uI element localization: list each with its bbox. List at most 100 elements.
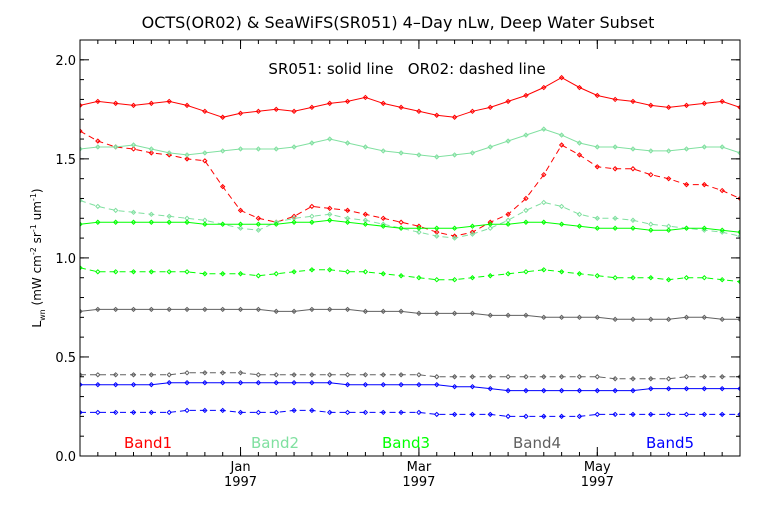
band5-sr051-point	[469, 383, 476, 390]
band5-sr051-point	[505, 387, 511, 394]
band1-or02-point	[719, 187, 725, 194]
x-tick-month: Mar	[407, 460, 432, 475]
band4-or02-point	[237, 370, 244, 376]
band2-or02-point	[95, 203, 101, 210]
band5-or02-point	[95, 409, 101, 416]
band4-sr051-point	[380, 308, 386, 315]
band5-or02-point	[487, 411, 493, 418]
band3-or02-point	[434, 276, 440, 283]
x-tick-month: Jan	[230, 460, 251, 475]
band5-sr051-point	[255, 379, 262, 386]
band5-or02-point	[612, 411, 618, 418]
band2-sr051-point	[505, 138, 511, 144]
band5-or02-point	[148, 409, 155, 416]
band2-or02-point	[80, 197, 83, 204]
y-axis-label-subscript: wn	[38, 309, 47, 321]
band3-sr051-point	[648, 227, 654, 233]
band5-sr051-point	[380, 381, 386, 388]
band1-sr051-point	[291, 108, 297, 115]
plot-area	[80, 74, 740, 420]
band4-sr051-point	[237, 306, 244, 313]
band5-or02-point	[130, 409, 137, 416]
band4-or02-point	[398, 372, 404, 378]
band3-or02-point	[130, 269, 137, 275]
band3-or02-point	[398, 273, 404, 279]
band2-sr051-point	[291, 144, 297, 150]
band5-sr051-point	[683, 385, 690, 392]
band2-or02-point	[487, 225, 493, 231]
band3-or02-point	[344, 269, 351, 275]
band3-or02-point	[630, 275, 636, 281]
y-tick-label: 2.0	[55, 54, 76, 69]
band1-or02-point	[665, 175, 672, 182]
band5-sr051-point	[665, 385, 672, 392]
band2-sr051-point	[594, 144, 601, 150]
band5-sr051-point	[719, 385, 725, 392]
band4-or02-point	[95, 372, 101, 378]
band3-or02-point	[273, 271, 279, 277]
band4-or02-point	[380, 372, 386, 378]
band2-or02-point	[112, 207, 119, 214]
band4-or02-point	[362, 372, 369, 378]
band1-sr051-point	[523, 92, 529, 99]
band2-sr051-point	[434, 154, 440, 160]
band3-or02-point	[683, 275, 690, 281]
band4-or02-point	[327, 372, 333, 378]
y-axis-label: Lwn (mW cm-2 sr-1 um-1)	[29, 188, 47, 327]
band3-sr051-point	[451, 225, 458, 231]
band1-or02-point	[80, 128, 83, 134]
legend-band3: Band3	[382, 434, 430, 452]
band3-or02-point	[219, 271, 226, 277]
y-axis-label-exp-b: -1	[29, 224, 38, 232]
band3-or02-point	[112, 269, 119, 275]
band5-or02-point	[291, 407, 297, 414]
band3-or02-point	[166, 269, 172, 275]
band5-sr051-point	[434, 381, 440, 388]
band3-or02-point	[80, 265, 83, 271]
y-tick-label: 0.0	[55, 450, 76, 465]
band5-or02-point	[380, 409, 386, 416]
band2-or02-point	[327, 211, 333, 218]
band3-sr051-point	[380, 223, 386, 229]
band1-or02-point	[148, 150, 155, 156]
band1-or02-point	[362, 211, 369, 218]
band1-sr051-point	[80, 102, 83, 109]
band5-sr051-point	[398, 381, 404, 388]
band4-or02-point	[344, 372, 351, 378]
band1-sr051-point	[309, 104, 315, 111]
band2-sr051-point	[701, 144, 708, 150]
band1-or02-point	[576, 152, 583, 158]
band4-or02-point	[291, 372, 297, 378]
band3-sr051-point	[737, 229, 740, 235]
band4-sr051-point	[541, 314, 547, 321]
band1-or02-point	[737, 195, 740, 202]
band4-sr051-point	[130, 306, 137, 313]
band3-sr051-point	[148, 219, 155, 225]
band1-sr051-point	[273, 106, 279, 113]
band4-or02-point	[273, 372, 279, 378]
band5-sr051-point	[594, 387, 601, 394]
y-axis-label-unit-b: sr	[30, 232, 44, 247]
band3-or02-point	[309, 267, 315, 273]
x-tick-month: May	[584, 460, 611, 475]
band5-sr051-line	[80, 382, 740, 392]
band3-sr051-point	[594, 225, 601, 231]
band3-sr051-point	[487, 221, 493, 227]
band2-or02-point	[166, 213, 172, 220]
band5-or02-point	[80, 409, 83, 416]
band2-sr051-point	[665, 148, 672, 154]
band2-or02-point	[737, 233, 740, 239]
band3-sr051-point	[291, 219, 297, 225]
band4-sr051-line	[80, 308, 740, 320]
band1-or02-point	[327, 205, 333, 212]
band1-sr051-point	[184, 102, 190, 109]
band2-sr051-point	[202, 150, 208, 156]
band5-or02-point	[665, 411, 672, 418]
band1-sr051-point	[95, 98, 101, 105]
band2-sr051-point	[344, 140, 351, 146]
band4-or02-point	[219, 370, 226, 376]
band4-or02-point	[576, 374, 583, 380]
band1-or02-point	[255, 215, 262, 221]
band5-sr051-point	[541, 387, 547, 394]
